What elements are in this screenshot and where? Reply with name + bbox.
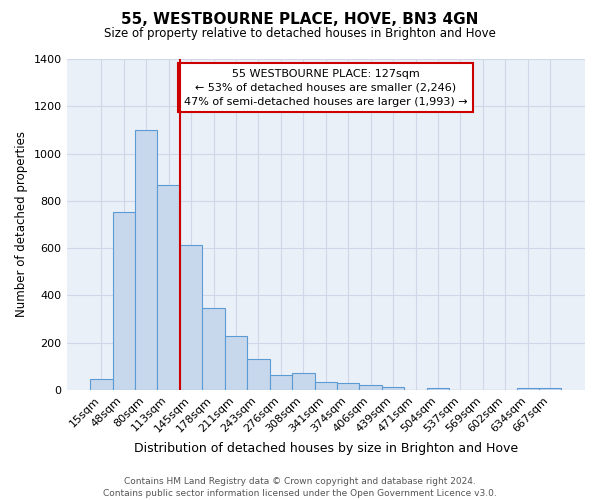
Bar [113,212,135,390]
Text: Contains HM Land Registry data © Crown copyright and database right 2024.
Contai: Contains HM Land Registry data © Crown c… [103,476,497,498]
Bar [314,382,337,390]
Bar [157,184,180,390]
Bar [202,308,225,390]
Bar [539,388,562,390]
Text: Size of property relative to detached houses in Brighton and Hove: Size of property relative to detached ho… [104,28,496,40]
Bar [180,245,202,390]
Bar [135,130,157,390]
Text: 55, WESTBOURNE PLACE, HOVE, BN3 4GN: 55, WESTBOURNE PLACE, HOVE, BN3 4GN [121,12,479,28]
Bar [90,378,113,390]
Bar [427,388,449,390]
X-axis label: Distribution of detached houses by size in Brighton and Hove: Distribution of detached houses by size … [134,442,518,455]
Bar [382,386,404,390]
Bar [269,376,292,390]
Bar [517,388,539,390]
Bar [292,374,314,390]
Y-axis label: Number of detached properties: Number of detached properties [15,132,28,318]
Bar [337,383,359,390]
Bar [247,358,269,390]
Bar [359,384,382,390]
Text: 55 WESTBOURNE PLACE: 127sqm
← 53% of detached houses are smaller (2,246)
47% of : 55 WESTBOURNE PLACE: 127sqm ← 53% of det… [184,69,467,107]
Bar [225,336,247,390]
